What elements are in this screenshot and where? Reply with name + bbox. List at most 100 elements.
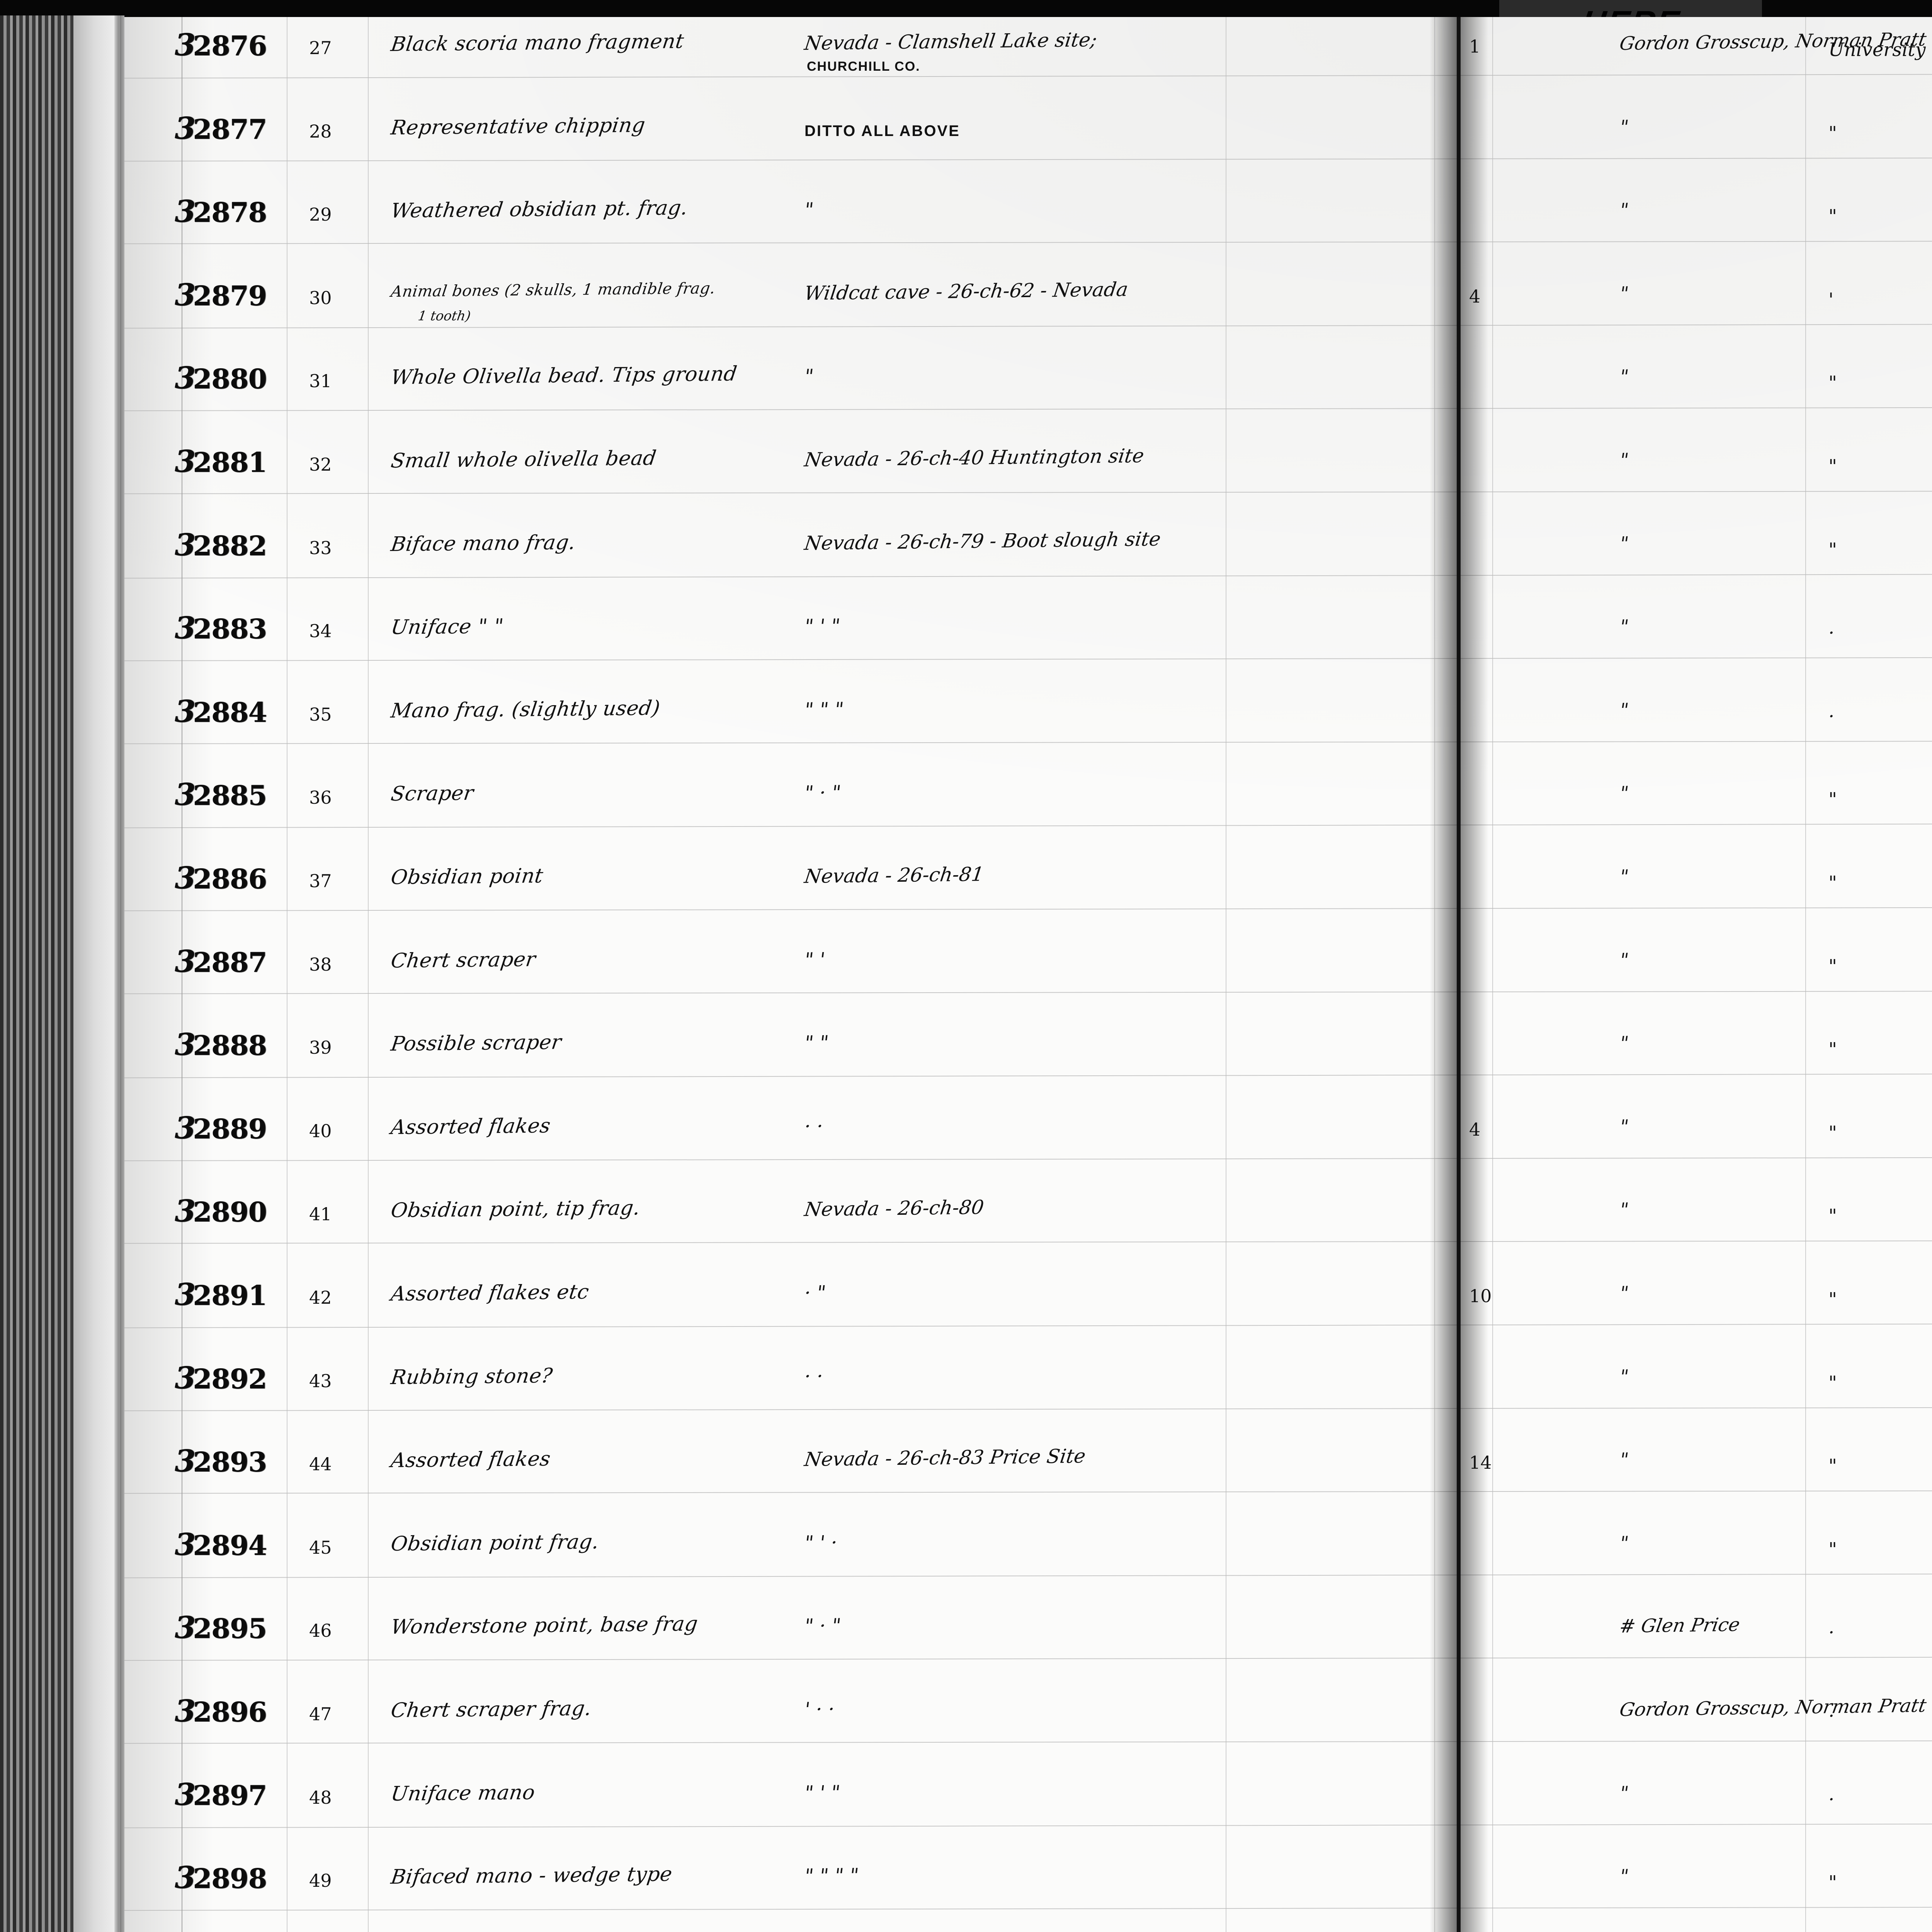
sequence-number: 47 — [309, 1704, 332, 1725]
item-description: Wonderstone point, base frag — [389, 1612, 699, 1639]
sequence-number: 27 — [309, 37, 332, 58]
provenance-site: " · " — [803, 1614, 842, 1638]
book-binding-stripes — [0, 15, 73, 1932]
item-description: Weathered obsidian pt. frag. — [389, 196, 689, 223]
item-description: Obsidian point, tip frag. — [389, 1196, 642, 1223]
sequence-number: 41 — [309, 1204, 332, 1225]
source-field: " — [1828, 1455, 1837, 1477]
ledger-row[interactable]: 32877 28 Representative chipping DITTO ALL … — [124, 111, 1932, 173]
source-field: University — [1828, 39, 1926, 61]
sequence-number: 44 — [309, 1454, 332, 1475]
accession-prefix: 3 — [175, 861, 196, 896]
item-description: Uniface mano — [389, 1781, 537, 1806]
center-gutter — [1457, 17, 1461, 1932]
accession-number: 32889 — [175, 1110, 267, 1146]
accession-number: 32876 — [175, 27, 267, 63]
provenance-site: " ' — [803, 948, 827, 971]
source-field: " — [1828, 1205, 1837, 1227]
ledger-row[interactable]: 32881 32 Small whole olivella bead Nevada -… — [124, 444, 1932, 506]
provenance-site: Nevada - 26-ch-80 — [803, 1196, 985, 1221]
accession-prefix: 3 — [175, 277, 196, 313]
source-field: " — [1828, 1538, 1837, 1560]
sequence-number: 29 — [309, 204, 332, 225]
source-field: · — [1828, 1622, 1835, 1644]
accession-prefix: 3 — [175, 694, 196, 729]
accession-prefix: 3 — [175, 27, 196, 63]
donor-name: " — [1618, 116, 1630, 138]
accession-number: 32882 — [175, 527, 267, 563]
item-description-continued: 1 tooth) — [417, 308, 472, 324]
donor-name: " — [1618, 532, 1630, 554]
accession-number: 32880 — [175, 361, 267, 396]
sequence-number: 38 — [309, 954, 332, 975]
center-gutter-shadow-right — [1461, 17, 1488, 1932]
sequence-number: 33 — [309, 537, 332, 558]
donor-name: " — [1618, 366, 1630, 388]
accession-prefix: 3 — [175, 1194, 196, 1229]
accession-number: 32887 — [175, 944, 267, 979]
accession-number: 32893 — [175, 1444, 267, 1479]
donor-name: " — [1618, 782, 1630, 804]
accession-number: 32891 — [175, 1277, 267, 1312]
source-field: " — [1828, 1122, 1837, 1144]
ledger-row[interactable]: 32882 33 Biface mano frag. Nevada - 26-ch-7… — [124, 527, 1932, 589]
ledger-row[interactable]: 32880 31 Whole Olivella bead. Tips ground "… — [124, 361, 1932, 422]
ledger-row[interactable]: 32890 41 Obsidian point, tip frag. Nevada -… — [124, 1194, 1932, 1255]
accession-prefix: 3 — [175, 611, 196, 646]
donor-name: " — [1618, 1116, 1630, 1138]
donor-name: " — [1618, 1282, 1630, 1304]
sequence-number: 31 — [309, 371, 332, 392]
provenance-site: Nevada - 26-ch-40 Huntington site — [803, 444, 1146, 471]
ledger-row[interactable]: 32884 35 Mano frag. (slightly used) " " " " ·… — [124, 694, 1932, 756]
donor-name: " — [1618, 449, 1630, 471]
sequence-number: 37 — [309, 871, 332, 891]
source-field: " — [1828, 206, 1837, 228]
ledger-row[interactable]: 32879 30 Animal bones (2 skulls, 1 mandibl… — [124, 277, 1932, 339]
source-field: " — [1828, 456, 1837, 477]
ledger-row[interactable]: 32896 47 Chert scraper frag. ' · · Gordon Gr… — [124, 1694, 1932, 1755]
column-rule — [368, 17, 369, 1932]
ledger-row[interactable]: 32886 37 Obsidian point Nevada - 26-ch-81 " "… — [124, 861, 1932, 922]
ledger-row[interactable]: 32876 27 Black scoria mano fragment Nevada … — [124, 27, 1932, 89]
item-description: Biface mano frag. — [389, 531, 577, 556]
provenance-site: " " " " — [803, 1864, 860, 1888]
item-description: Whole Olivella bead. Tips ground — [389, 362, 739, 389]
donor-name: " — [1618, 1199, 1630, 1221]
item-description: Scraper — [389, 782, 475, 806]
ledger-row[interactable]: 32898 49 Bifaced mano - wedge type " " " " "… — [124, 1860, 1932, 1922]
provenance-site: " — [803, 365, 815, 388]
item-description: Assorted flakes — [389, 1447, 552, 1473]
ledger-row[interactable]: 32895 46 Wonderstone point, base frag " · "… — [124, 1610, 1932, 1672]
item-description: Assorted flakes — [389, 1114, 552, 1139]
item-description: Chert scraper frag. — [389, 1697, 593, 1722]
center-gutter-shadow-left — [1430, 17, 1458, 1932]
donor-name: " — [1618, 616, 1630, 638]
accession-number: 32894 — [175, 1527, 267, 1562]
source-field: · — [1828, 622, 1835, 644]
source-field: " — [1828, 1372, 1837, 1394]
donor-name: # Glen Price — [1618, 1614, 1742, 1638]
item-description: Chert scraper — [389, 947, 537, 973]
donor-name: " — [1618, 866, 1630, 888]
sequence-number: 39 — [309, 1037, 332, 1058]
item-description: Representative chipping — [389, 113, 647, 139]
item-description: Assorted flakes etc — [389, 1280, 590, 1306]
sequence-number: 32 — [309, 454, 332, 475]
source-field: " — [1828, 789, 1837, 811]
ledger-row[interactable]: 32893 44 Assorted flakes Nevada - 26-ch-83 … — [124, 1444, 1932, 1505]
provenance-site: " · " — [803, 781, 842, 804]
provenance-site: " " — [803, 1031, 830, 1054]
source-field: · — [1828, 1788, 1835, 1810]
donor-name: " — [1618, 1449, 1630, 1471]
